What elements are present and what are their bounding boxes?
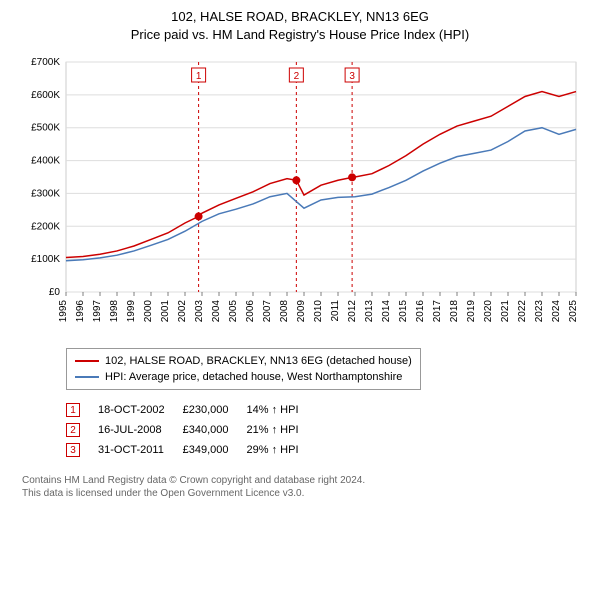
legend-item: 102, HALSE ROAD, BRACKLEY, NN13 6EG (det… bbox=[75, 353, 412, 369]
event-price: £230,000 bbox=[183, 400, 247, 420]
legend-swatch bbox=[75, 376, 99, 378]
event-point bbox=[292, 177, 300, 185]
y-axis-label: £700K bbox=[31, 57, 60, 68]
x-axis-label: 2007 bbox=[262, 300, 273, 323]
event-number-icon: 1 bbox=[66, 403, 80, 417]
event-point bbox=[195, 213, 203, 221]
x-axis-label: 2025 bbox=[568, 300, 579, 323]
price-chart: £0 £100K £200K £300K £400K £500K £600K £700K 199… bbox=[10, 52, 590, 342]
event-marker-label: 1 bbox=[196, 71, 202, 82]
event-date: 31-OCT-2011 bbox=[98, 440, 183, 460]
x-axis-label: 1996 bbox=[75, 300, 86, 323]
event-marker-label: 3 bbox=[349, 71, 355, 82]
y-axis-label: £200K bbox=[31, 222, 60, 233]
y-axis-label: £400K bbox=[31, 156, 60, 167]
event-date: 16-JUL-2008 bbox=[98, 420, 183, 440]
x-axis-label: 2015 bbox=[398, 300, 409, 323]
x-axis-label: 1997 bbox=[92, 300, 103, 323]
x-axis-label: 2020 bbox=[483, 300, 494, 323]
x-axis-label: 2017 bbox=[432, 300, 443, 323]
legend-label: HPI: Average price, detached house, West… bbox=[105, 371, 402, 383]
legend-swatch bbox=[75, 360, 99, 362]
legend: 102, HALSE ROAD, BRACKLEY, NN13 6EG (det… bbox=[66, 348, 421, 390]
event-price: £349,000 bbox=[183, 440, 247, 460]
x-axis-label: 2006 bbox=[245, 300, 256, 323]
y-axis-label: £100K bbox=[31, 255, 60, 266]
y-axis-label: £500K bbox=[31, 123, 60, 134]
x-axis-label: 2016 bbox=[415, 300, 426, 323]
x-axis-label: 2004 bbox=[211, 300, 222, 323]
x-axis-label: 2023 bbox=[534, 300, 545, 323]
legend-item: HPI: Average price, detached house, West… bbox=[75, 369, 412, 385]
x-axis-label: 2021 bbox=[500, 300, 511, 323]
event-diff: 14% ↑ HPI bbox=[247, 400, 317, 420]
chart-title: 102, HALSE ROAD, BRACKLEY, NN13 6EG Pric… bbox=[10, 8, 590, 44]
x-axis-label: 2019 bbox=[466, 300, 477, 323]
x-axis-label: 2003 bbox=[194, 300, 205, 323]
event-number-icon: 3 bbox=[66, 443, 80, 457]
x-axis-label: 1995 bbox=[58, 300, 69, 323]
x-axis-label: 2005 bbox=[228, 300, 239, 323]
title-line-1: 102, HALSE ROAD, BRACKLEY, NN13 6EG bbox=[10, 8, 590, 26]
x-axis-label: 2000 bbox=[143, 300, 154, 323]
y-axis-label: £300K bbox=[31, 189, 60, 200]
event-diff: 21% ↑ HPI bbox=[247, 420, 317, 440]
x-axis-label: 2013 bbox=[364, 300, 375, 323]
x-axis-label: 2009 bbox=[296, 300, 307, 323]
title-line-2: Price paid vs. HM Land Registry's House … bbox=[10, 26, 590, 44]
x-axis-label: 2008 bbox=[279, 300, 290, 323]
event-marker-label: 2 bbox=[294, 71, 300, 82]
event-date: 18-OCT-2002 bbox=[98, 400, 183, 420]
footer-line-2: This data is licensed under the Open Gov… bbox=[22, 487, 590, 500]
legend-label: 102, HALSE ROAD, BRACKLEY, NN13 6EG (det… bbox=[105, 355, 412, 367]
footer-line-1: Contains HM Land Registry data © Crown c… bbox=[22, 474, 590, 487]
event-diff: 29% ↑ HPI bbox=[247, 440, 317, 460]
x-axis-label: 2018 bbox=[449, 300, 460, 323]
event-point bbox=[348, 174, 356, 182]
x-axis-label: 1998 bbox=[109, 300, 120, 323]
x-axis-label: 2022 bbox=[517, 300, 528, 323]
footer-attribution: Contains HM Land Registry data © Crown c… bbox=[22, 474, 590, 500]
x-axis-label: 2011 bbox=[330, 300, 341, 322]
y-axis-label: £600K bbox=[31, 90, 60, 101]
x-axis-label: 2012 bbox=[347, 300, 358, 323]
event-row: 2 16-JUL-2008£340,00021% ↑ HPI bbox=[66, 420, 317, 440]
x-axis-label: 2010 bbox=[313, 300, 324, 323]
event-table: 1 18-OCT-2002£230,00014% ↑ HPI 2 16-JUL-200… bbox=[66, 400, 590, 460]
y-axis-label: £0 bbox=[49, 287, 61, 298]
event-row: 3 31-OCT-2011£349,00029% ↑ HPI bbox=[66, 440, 317, 460]
x-axis-label: 2002 bbox=[177, 300, 188, 323]
chart-svg: £0 £100K £200K £300K £400K £500K £600K £700K 199… bbox=[10, 52, 590, 342]
event-row: 1 18-OCT-2002£230,00014% ↑ HPI bbox=[66, 400, 317, 420]
x-axis-label: 2001 bbox=[160, 300, 171, 323]
x-axis-label: 2024 bbox=[551, 300, 562, 323]
event-price: £340,000 bbox=[183, 420, 247, 440]
event-number-icon: 2 bbox=[66, 423, 80, 437]
x-axis-label: 1999 bbox=[126, 300, 137, 323]
x-axis-label: 2014 bbox=[381, 300, 392, 323]
